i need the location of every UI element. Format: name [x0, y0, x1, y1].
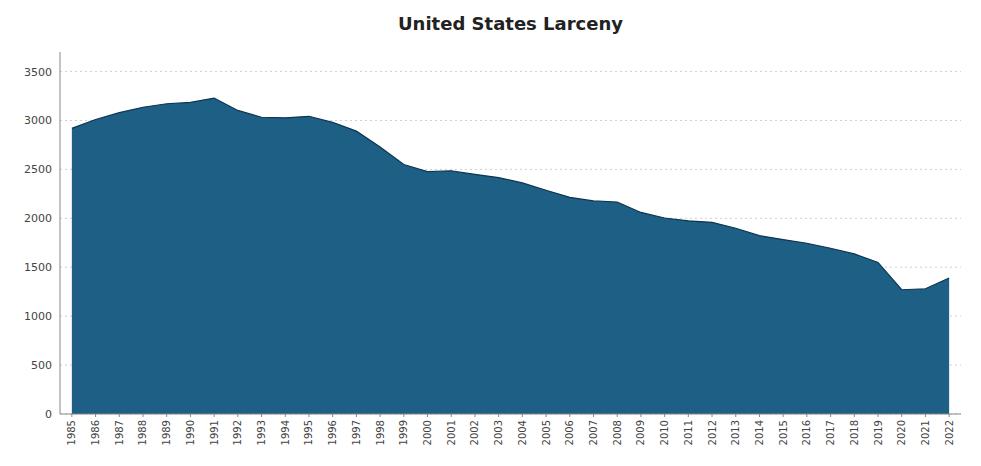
x-tick-label: 2020 [896, 420, 907, 445]
x-tick-label: 2018 [849, 420, 860, 445]
title: United States Larceny [398, 13, 623, 34]
x-tick [142, 414, 143, 417]
x-tick [166, 414, 167, 417]
x-tick [806, 414, 807, 417]
x-axis-line [60, 414, 961, 415]
x-tick-label: 1998 [375, 420, 386, 445]
x-tick-label: 2022 [944, 420, 955, 445]
x-tick [783, 414, 784, 417]
x-tick-label: 1993 [256, 420, 267, 445]
x-tick-label: 2015 [778, 420, 789, 445]
x-tick-label: 1988 [137, 420, 148, 445]
x-tick [451, 414, 452, 417]
x-tick [190, 414, 191, 417]
x-tick [356, 414, 357, 417]
x-tick [380, 414, 381, 417]
x-tick-label: 2016 [801, 420, 812, 445]
x-tick [617, 414, 618, 417]
x-tick-label: 1994 [280, 420, 291, 445]
x-tick [308, 414, 309, 417]
x-tick-label: 2005 [541, 420, 552, 445]
x-tick [474, 414, 475, 417]
x-tick-label: 2004 [517, 420, 528, 445]
grid-line [60, 71, 961, 72]
x-tick [712, 414, 713, 417]
x-tick [925, 414, 926, 417]
x-tick [95, 414, 96, 417]
x-tick [854, 414, 855, 417]
x-tick [403, 414, 404, 417]
x-tick-label: 2006 [564, 420, 575, 445]
plot-area [72, 98, 949, 414]
x-tick-label: 1991 [209, 420, 220, 445]
x-tick [901, 414, 902, 417]
y-tick-label: 0 [45, 408, 52, 421]
x-tick [285, 414, 286, 417]
x-tick-label: 1997 [351, 420, 362, 445]
x-tick-label: 2012 [707, 420, 718, 445]
x-tick [640, 414, 641, 417]
x-tick-label: 1990 [185, 420, 196, 445]
x-tick-label: 1992 [232, 420, 243, 445]
x-tick [546, 414, 547, 417]
x-tick [522, 414, 523, 417]
x-tick [332, 414, 333, 417]
x-tick-label: 2019 [873, 420, 884, 445]
x-tick [759, 414, 760, 417]
x-tick [261, 414, 262, 417]
x-tick [71, 414, 72, 417]
x-tick-label: 2011 [683, 420, 694, 445]
y-tick-label: 1500 [24, 261, 52, 274]
axes: 1985 1986 1987 1988 1989 1990 1991 1992 1993 1994… [60, 52, 961, 445]
grid-line [60, 414, 961, 415]
x-tick-label: 1999 [398, 420, 409, 445]
x-tick [214, 414, 215, 417]
x-tick-label: 1995 [303, 420, 314, 445]
x-tick [688, 414, 689, 417]
x-tick-label: 2017 [825, 420, 836, 445]
x-tick-label: 2001 [446, 420, 457, 445]
x-tick-label: 2008 [612, 420, 623, 445]
x-tick-label: 2000 [422, 420, 433, 445]
x-tick-label: 2014 [754, 420, 765, 445]
area [72, 98, 949, 414]
x-tick [427, 414, 428, 417]
y-tick-label: 3000 [24, 114, 52, 127]
x-tick [569, 414, 570, 417]
x-tick-label: 2010 [659, 420, 670, 445]
y-tick-label: 2500 [24, 163, 52, 176]
x-tick-label: 2013 [730, 420, 741, 445]
x-tick-label: 2007 [588, 420, 599, 445]
area-outline [72, 98, 949, 290]
x-tick [949, 414, 950, 417]
x-tick [119, 414, 120, 417]
chart: United States Larceny 0 500 1000 1500 2000 250… [0, 0, 981, 466]
x-tick-label: 1989 [161, 420, 172, 445]
x-tick [830, 414, 831, 417]
y-tick-label: 500 [31, 359, 52, 372]
y-axis-line [60, 52, 61, 414]
y-tick-label: 3500 [24, 66, 52, 79]
y-tick-label: 2000 [24, 212, 52, 225]
x-tick-label: 1996 [327, 420, 338, 445]
x-tick-label: 2021 [920, 420, 931, 445]
x-tick [593, 414, 594, 417]
x-tick-label: 2003 [493, 420, 504, 445]
y-tick-label: 1000 [24, 310, 52, 323]
y-axis: 0 500 1000 1500 2000 2500 3000 3500 [24, 66, 961, 421]
x-tick [237, 414, 238, 417]
x-tick-label: 2002 [469, 420, 480, 445]
x-tick [878, 414, 879, 417]
x-tick-label: 1986 [90, 420, 101, 445]
x-tick [664, 414, 665, 417]
x-tick-label: 1987 [114, 420, 125, 445]
x-tick [735, 414, 736, 417]
x-tick-label: 2009 [635, 420, 646, 445]
x-tick [498, 414, 499, 417]
x-tick-label: 1985 [66, 420, 77, 445]
